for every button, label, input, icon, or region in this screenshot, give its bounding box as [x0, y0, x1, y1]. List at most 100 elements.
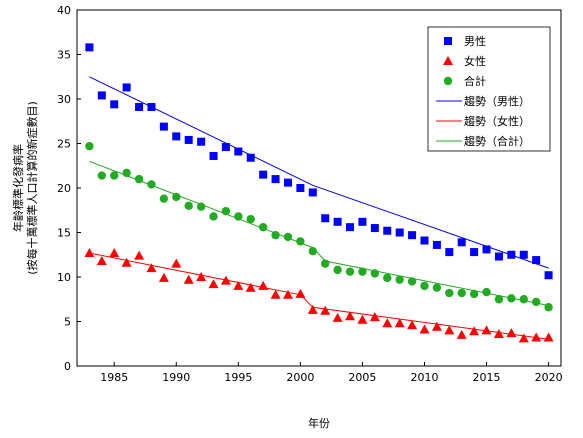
y-tick-label: 20 — [57, 182, 71, 195]
data-point-2 — [134, 174, 144, 184]
data-point-0 — [110, 100, 119, 109]
data-point-2 — [147, 180, 156, 189]
x-axis-ticks: 1985 1990 1995 2000 2005 2010 2015 2020 — [100, 362, 563, 384]
y-tick-label: 5 — [64, 316, 71, 329]
x-axis-title: 年份 — [308, 416, 330, 430]
legend-label-2: 合計 — [464, 74, 486, 88]
y-tick-label: 25 — [57, 138, 71, 151]
data-point-1 — [307, 304, 318, 314]
legend-marker-1 — [443, 56, 453, 65]
data-point-1 — [382, 318, 393, 328]
data-point-1 — [121, 257, 132, 267]
data-point-2 — [234, 212, 243, 221]
data-point-0 — [259, 170, 268, 179]
data-point-0 — [234, 147, 243, 156]
y-tick-label: 0 — [64, 360, 71, 373]
data-point-1 — [369, 312, 380, 322]
legend-label-1: 女性 — [464, 54, 486, 68]
data-markers — [84, 43, 554, 343]
data-point-0 — [457, 238, 466, 247]
data-point-2 — [494, 295, 504, 304]
data-point-1 — [245, 282, 256, 292]
data-point-1 — [134, 250, 145, 260]
y-axis-title-line1: 年齡標準化發病率 — [11, 144, 25, 232]
data-point-0 — [197, 137, 206, 146]
data-point-1 — [96, 256, 107, 265]
data-point-0 — [97, 91, 106, 100]
data-point-0 — [358, 217, 367, 226]
data-point-1 — [543, 332, 554, 342]
data-point-1 — [469, 326, 480, 336]
data-point-0 — [532, 256, 541, 265]
data-point-0 — [135, 103, 144, 112]
data-point-2 — [85, 141, 94, 151]
data-point-1 — [481, 325, 492, 335]
data-point-2 — [519, 295, 528, 304]
data-point-0 — [420, 236, 429, 245]
legend-marker-0 — [444, 37, 452, 45]
data-point-1 — [283, 289, 293, 299]
y-tick-label: 35 — [57, 49, 71, 62]
data-point-0 — [333, 217, 342, 226]
data-point-2 — [507, 294, 516, 303]
data-point-2 — [122, 168, 131, 178]
data-point-1 — [208, 279, 219, 289]
data-point-2 — [196, 202, 206, 211]
data-point-2 — [184, 201, 193, 210]
data-point-0 — [507, 250, 516, 259]
data-point-2 — [321, 259, 330, 268]
data-point-0 — [85, 43, 94, 52]
x-tick-label: 2020 — [535, 371, 563, 384]
data-point-1 — [407, 320, 418, 330]
legend-trend-label-2: 趨勢（合計） — [464, 134, 530, 148]
data-point-0 — [321, 214, 330, 223]
data-point-0 — [432, 240, 441, 249]
data-point-0 — [346, 223, 355, 232]
y-axis-title-line2: (按每十萬標準人口計算的新症數目) — [25, 101, 39, 275]
data-point-2 — [482, 287, 491, 297]
legend-trend-label-1: 趨勢（女性） — [464, 114, 530, 128]
x-tick-label: 1995 — [224, 371, 252, 384]
data-point-1 — [444, 325, 455, 335]
legend-label-0: 男性 — [464, 34, 486, 48]
y-tick-label: 15 — [57, 227, 71, 240]
data-point-2 — [296, 237, 305, 246]
data-point-2 — [271, 230, 280, 240]
data-point-0 — [370, 224, 379, 233]
data-point-2 — [345, 267, 355, 276]
data-point-2 — [358, 267, 367, 276]
data-point-2 — [469, 289, 479, 299]
data-point-1 — [196, 272, 207, 281]
data-point-0 — [395, 228, 404, 237]
data-point-2 — [209, 212, 218, 221]
data-point-0 — [383, 226, 392, 235]
legend-marker-2 — [443, 76, 453, 86]
x-tick-label: 1985 — [100, 371, 128, 384]
data-point-0 — [184, 135, 193, 144]
data-point-0 — [445, 248, 454, 257]
data-point-0 — [470, 248, 479, 257]
data-point-1 — [456, 329, 467, 339]
trend-line-0 — [89, 76, 549, 269]
data-point-1 — [357, 314, 368, 324]
data-point-1 — [258, 280, 269, 290]
data-point-0 — [122, 83, 131, 92]
data-point-2 — [383, 273, 392, 283]
data-point-1 — [171, 258, 182, 268]
data-point-2 — [395, 275, 404, 284]
y-tick-label: 10 — [57, 271, 71, 284]
data-point-0 — [494, 252, 503, 261]
x-tick-label: 2010 — [410, 371, 438, 384]
data-point-1 — [493, 329, 504, 338]
data-point-1 — [220, 275, 231, 285]
data-point-1 — [332, 312, 343, 322]
data-point-2 — [457, 288, 466, 298]
data-point-0 — [519, 250, 528, 259]
data-point-2 — [258, 222, 268, 232]
data-point-1 — [295, 288, 306, 298]
data-point-2 — [432, 283, 442, 292]
trend-line-1 — [89, 252, 549, 340]
x-tick-label: 2005 — [348, 371, 376, 384]
